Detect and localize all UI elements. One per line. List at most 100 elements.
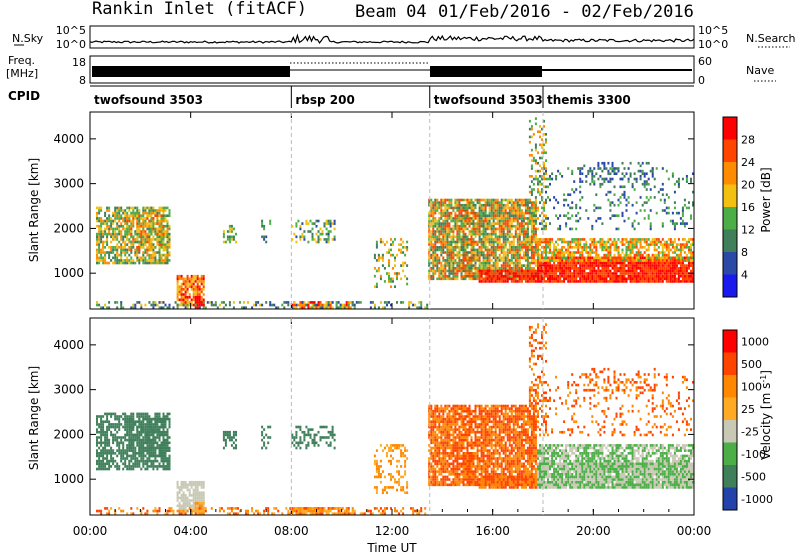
heatmap-cell <box>190 303 193 307</box>
heatmap-cell <box>516 217 519 220</box>
heatmap-cell <box>651 253 654 257</box>
heatmap-cell <box>130 227 133 231</box>
heatmap-cell <box>124 436 127 439</box>
heatmap-cell <box>494 267 497 270</box>
heatmap-cell <box>524 259 527 262</box>
heatmap-cell <box>448 240 451 244</box>
heatmap-cell <box>615 256 618 260</box>
heatmap-cell <box>496 261 499 265</box>
heatmap-cell <box>118 261 121 265</box>
heatmap-cell <box>126 425 129 429</box>
heatmap-cell <box>492 251 495 254</box>
heatmap-cell <box>176 295 179 299</box>
heatmap-cell <box>551 269 554 273</box>
heatmap-cell <box>500 277 503 281</box>
heatmap-cell <box>547 185 550 189</box>
heatmap-cell <box>508 277 511 281</box>
heatmap-cell <box>124 259 127 262</box>
heatmap-cell <box>456 235 459 239</box>
heatmap-cell <box>635 272 638 275</box>
heatmap-cell <box>160 238 163 241</box>
heatmap-cell <box>551 251 554 254</box>
heatmap-cell <box>464 246 467 249</box>
heatmap-cell <box>589 256 592 260</box>
heatmap-cell <box>307 301 310 304</box>
heatmap-cell <box>142 251 145 254</box>
heatmap-cell <box>400 243 403 246</box>
heatmap-cell <box>369 301 372 304</box>
heatmap-cell <box>478 222 481 225</box>
heatmap-cell <box>114 412 117 416</box>
heatmap-cell <box>651 269 654 273</box>
heatmap-cell <box>526 248 529 252</box>
heatmap-cell <box>518 261 521 265</box>
heatmap-cell <box>440 253 443 257</box>
heatmap-cell <box>583 259 586 262</box>
heatmap-cell <box>178 290 181 294</box>
heatmap-cell <box>98 230 101 233</box>
heatmap-cell <box>96 251 99 254</box>
heatmap-cell <box>100 465 103 468</box>
heatmap-cell <box>595 206 598 210</box>
heatmap-cell <box>655 277 658 281</box>
heatmap-cell <box>164 246 167 249</box>
heatmap-cell <box>541 222 544 225</box>
heatmap-cell <box>114 301 117 304</box>
heatmap-cell <box>194 277 197 281</box>
heatmap-cell <box>392 253 395 257</box>
heatmap-cell <box>543 164 546 168</box>
heatmap-cell <box>537 227 540 231</box>
colorbar-cell <box>723 252 737 275</box>
heatmap-cell <box>126 243 129 246</box>
heatmap-cell <box>406 282 409 286</box>
heatmap-cell <box>122 209 125 212</box>
heatmap-cell <box>633 264 636 267</box>
heatmap-cell <box>541 274 544 278</box>
heatmap-cell <box>146 206 149 210</box>
heatmap-cell <box>583 280 586 283</box>
heatmap-cell <box>116 211 119 215</box>
heatmap-cell <box>100 248 103 252</box>
heatmap-cell <box>571 261 574 265</box>
heatmap-cell <box>436 261 439 265</box>
heatmap-cell <box>543 238 546 241</box>
heatmap-cell <box>512 201 515 204</box>
heatmap-cell <box>140 222 143 225</box>
heatmap-cell <box>124 261 127 265</box>
heatmap-cell <box>508 209 511 212</box>
heatmap-cell <box>595 274 598 278</box>
heatmap-cell <box>528 256 531 260</box>
heatmap-cell <box>631 272 634 275</box>
heatmap-cell <box>514 227 517 231</box>
heatmap-cell <box>657 277 660 281</box>
heatmap-cell <box>106 420 109 424</box>
heatmap-cell <box>514 256 517 260</box>
heatmap-cell <box>619 185 622 189</box>
heatmap-cell <box>516 198 519 202</box>
heatmap-cell <box>319 301 322 304</box>
heatmap-cell <box>299 303 302 307</box>
heatmap-cell <box>663 209 666 212</box>
heatmap-cell <box>196 293 199 296</box>
heatmap-cell <box>484 209 487 212</box>
heatmap-cell <box>549 280 552 283</box>
heatmap-cell <box>583 238 586 241</box>
heatmap-cell <box>438 217 441 220</box>
heatmap-cell <box>601 277 604 281</box>
heatmap-cell <box>597 259 600 262</box>
heatmap-cell <box>659 267 662 270</box>
heatmap-cell <box>166 251 169 254</box>
heatmap-cell <box>96 441 99 445</box>
heatmap-cell <box>152 219 155 223</box>
heatmap-cell <box>438 272 441 275</box>
heatmap-cell <box>530 256 533 260</box>
heatmap-cell <box>541 146 544 149</box>
heatmap-cell <box>432 274 435 278</box>
heatmap-cell <box>265 235 268 239</box>
heatmap-cell <box>631 222 634 225</box>
heatmap-cell <box>575 188 578 191</box>
heatmap-cell <box>176 288 179 291</box>
heatmap-cell <box>440 214 443 218</box>
heatmap-cell <box>506 261 509 265</box>
heatmap-cell <box>128 253 131 257</box>
